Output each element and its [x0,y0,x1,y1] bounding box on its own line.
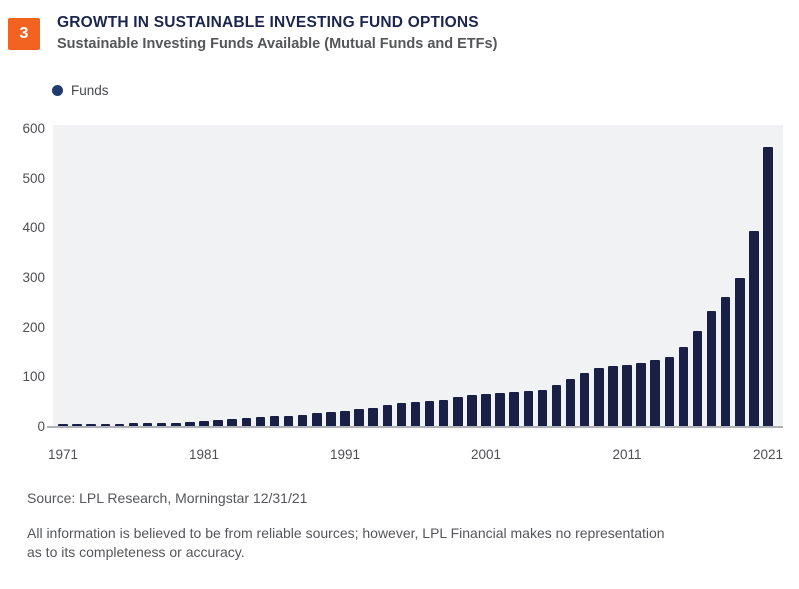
bar-2013 [650,359,660,426]
y-axis-tick-label: 600 [22,121,45,136]
bar-1993 [368,407,378,426]
bar-2002 [495,392,505,426]
bar-1977 [142,423,153,426]
bar-2001 [481,393,491,426]
bar-2005 [537,389,548,426]
bar-2017 [706,310,717,426]
bar-2009 [594,368,604,426]
bar-2010 [608,366,618,426]
x-axis-tick-label: 2001 [470,447,502,462]
y-axis-tick-label: 100 [22,369,45,385]
bar-1987 [283,415,294,426]
x-axis-line [47,426,783,428]
legend-dot-icon [52,85,63,96]
chart-title: GROWTH IN SUSTAINABLE INVESTING FUND OPT… [57,14,479,31]
bar-2020 [749,230,759,426]
bar-1992 [354,408,364,426]
bar-1991 [340,410,350,426]
bar-1996 [410,401,421,426]
bar-2011 [622,364,632,426]
bar-2007 [565,379,576,426]
bar-1976 [128,423,139,426]
bar-1985 [255,417,266,426]
x-axis-tick-label: 2021 [752,447,784,462]
y-axis-tick-label: 0 [37,419,45,434]
plot-area [53,125,783,426]
bar-1994 [382,404,393,426]
bar-2003 [509,391,519,426]
bar-2018 [720,296,731,426]
y-axis-tick-label: 300 [22,270,45,285]
bar-2008 [579,372,590,426]
x-axis-tick-label: 2011 [612,447,642,462]
bar-1978 [156,422,167,426]
bar-2014 [664,356,675,426]
figure-number-badge: 3 [8,18,40,50]
bar-1982 [213,419,223,426]
y-axis-tick-label: 400 [22,220,45,236]
bar-1995 [396,403,407,426]
bar-2004 [523,390,534,426]
disclaimer-line-2: as to its completeness or accuracy. [27,544,245,560]
bar-2012 [636,362,646,426]
bar-1998 [438,399,449,426]
disclaimer-text: All information is believed to be from r… [27,524,767,562]
bar-2000 [467,395,477,426]
bar-1975 [114,423,125,426]
bar-1986 [269,416,280,426]
bar-2019 [735,278,745,426]
disclaimer-line-1: All information is believed to be from r… [27,525,665,541]
bar-1981 [199,421,209,426]
bar-1979 [171,422,181,426]
bar-1999 [453,397,463,426]
x-axis-tick-label: 1971 [47,447,79,462]
y-axis-tick-label: 200 [22,319,45,335]
bar-1997 [424,400,435,426]
bar-1971 [58,423,68,426]
chart-subtitle: Sustainable Investing Funds Available (M… [57,36,498,52]
bar-1990 [326,412,336,426]
legend: Funds [52,83,109,98]
legend-label: Funds [71,83,109,98]
x-axis-tick-label: 1981 [188,447,220,462]
bar-1989 [312,413,322,426]
bar-2016 [692,330,703,426]
y-axis-tick-label: 500 [22,170,45,186]
bar-2021 [763,147,773,426]
bar-1972 [72,423,82,426]
bar-1983 [227,418,237,426]
x-axis-tick-label: 1991 [329,447,361,462]
bar-2006 [551,385,562,426]
bar-1984 [241,418,252,426]
bar-1980 [185,422,195,426]
source-text: Source: LPL Research, Morningstar 12/31/… [27,490,308,506]
bar-1988 [297,414,308,426]
bar-1973 [86,423,96,426]
bar-1974 [100,423,111,426]
bar-2015 [678,346,689,426]
